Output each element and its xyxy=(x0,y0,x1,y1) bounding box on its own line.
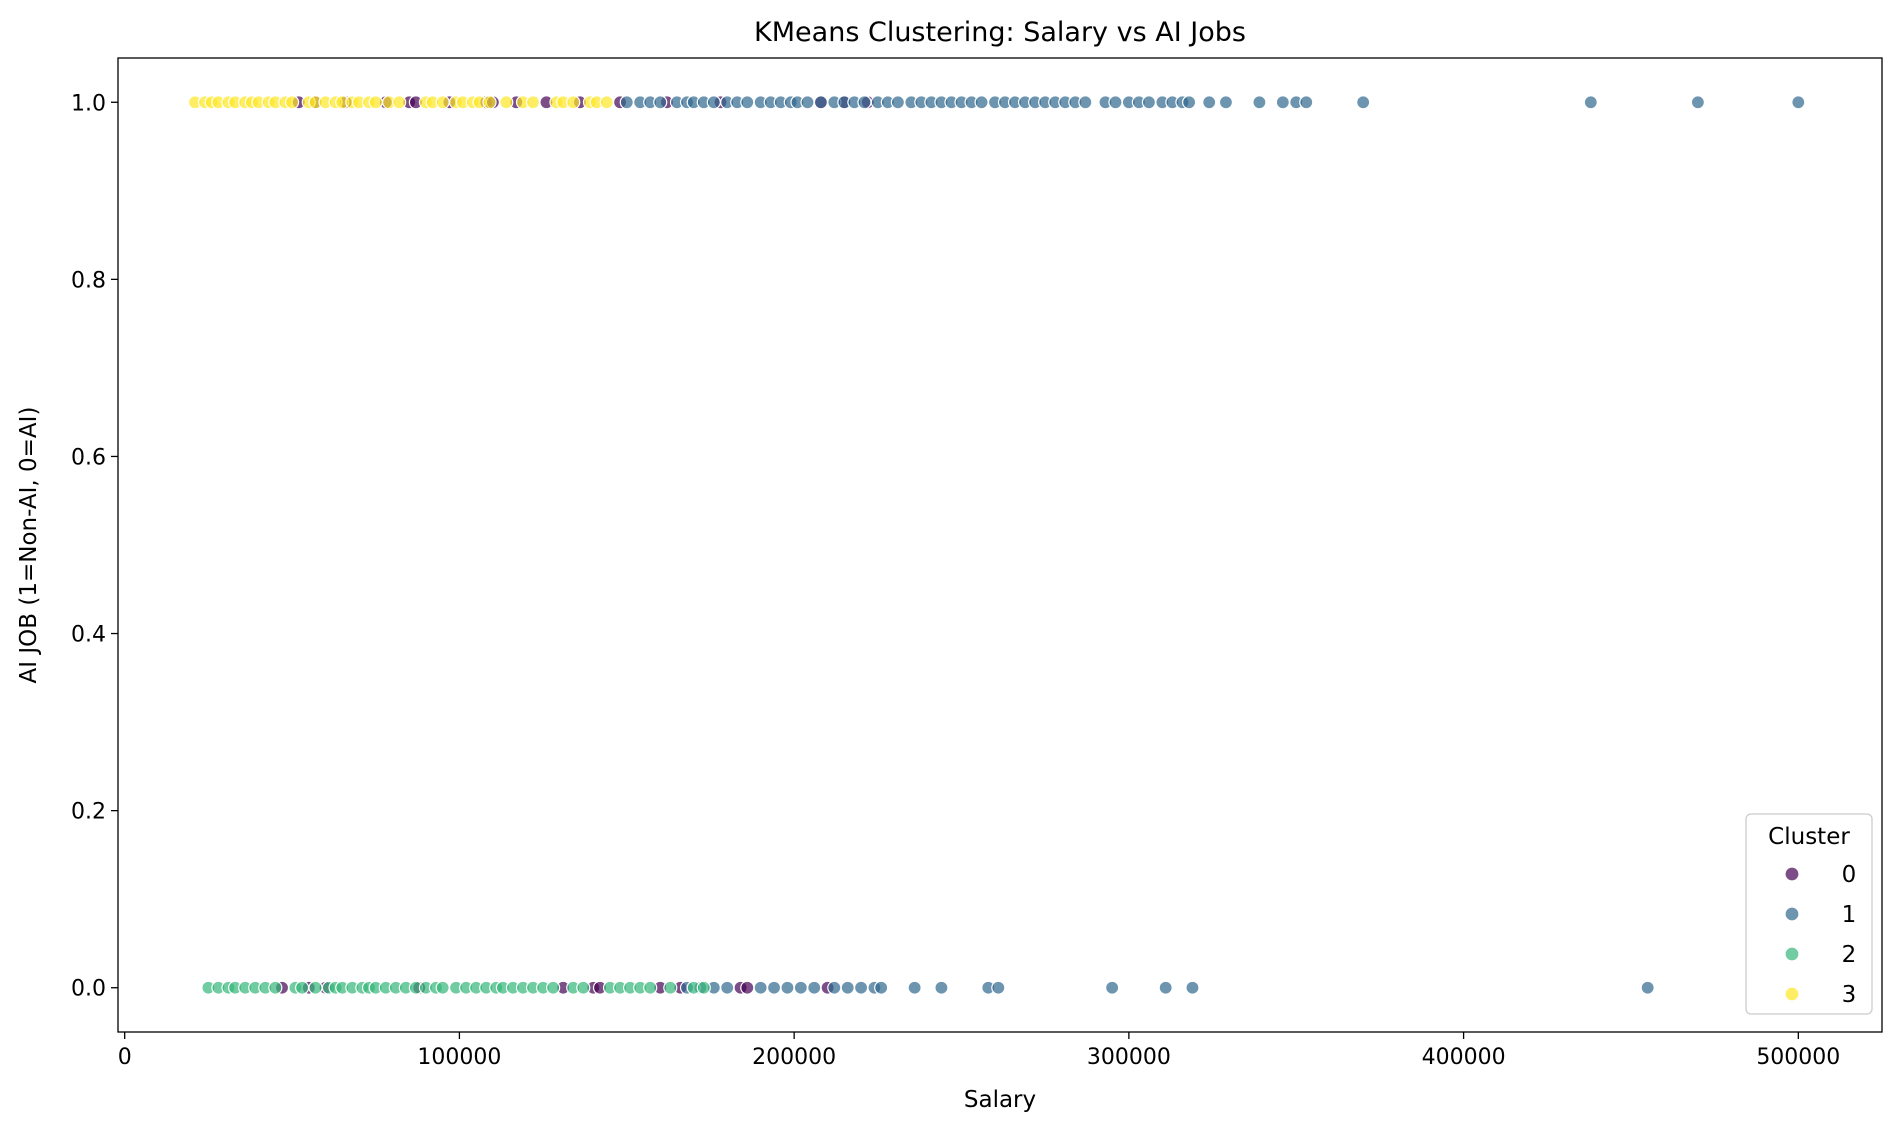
scatter-point-cluster-2 xyxy=(576,980,591,995)
x-tick-label: 300000 xyxy=(1087,1045,1171,1070)
legend-title: Cluster xyxy=(1768,824,1850,850)
scatter-point-cluster-1 xyxy=(934,980,949,995)
axes-frame xyxy=(117,57,1883,1033)
scatter-point-cluster-1 xyxy=(840,980,855,995)
scatter-point-cluster-1 xyxy=(1583,95,1598,110)
scatter-point-cluster-1 xyxy=(874,980,889,995)
x-tick-label: 0 xyxy=(118,1045,132,1070)
scatter-point-cluster-1 xyxy=(740,95,755,110)
scatter-point-cluster-1 xyxy=(974,95,989,110)
y-tick-label: 0.4 xyxy=(71,623,106,648)
scatter-point-cluster-1 xyxy=(753,980,768,995)
scatter-point-cluster-1 xyxy=(1202,95,1217,110)
legend-frame xyxy=(1745,813,1873,1015)
legend: Cluster 0 1 2 3 xyxy=(1745,813,1873,1015)
scatter-point-cluster-1 xyxy=(1690,95,1706,110)
scatter-point-cluster-1 xyxy=(807,980,822,995)
legend-marker-cluster-2 xyxy=(1784,946,1800,962)
scatter-point-cluster-1 xyxy=(813,95,829,110)
scatter-point-cluster-1 xyxy=(619,95,634,110)
legend-label-cluster-2: 2 xyxy=(1842,942,1857,968)
legend-label-cluster-1: 1 xyxy=(1842,902,1857,928)
scatter-point-cluster-3 xyxy=(284,95,300,110)
scatter-point-cluster-1 xyxy=(1108,95,1123,110)
scatter-point-cluster-1 xyxy=(1640,980,1655,995)
y-tick-label: 0.2 xyxy=(71,800,106,825)
scatter-point-cluster-1 xyxy=(766,980,782,995)
scatter-point-cluster-1 xyxy=(1791,95,1806,110)
scatter-point-cluster-2 xyxy=(294,980,310,995)
x-axis-label: Salary xyxy=(964,1087,1036,1113)
scatter-point-cluster-1 xyxy=(1275,95,1290,110)
scatter-point-cluster-1 xyxy=(827,980,842,995)
x-tick-label: 200000 xyxy=(752,1045,836,1070)
y-tick-label: 0.8 xyxy=(71,268,106,293)
y-tick-label: 0.0 xyxy=(71,977,106,1002)
scatter-point-cluster-1 xyxy=(780,980,795,995)
chart-title: KMeans Clustering: Salary vs AI Jobs xyxy=(754,17,1246,48)
scatter-point-cluster-0 xyxy=(740,980,755,995)
legend-marker-cluster-1 xyxy=(1784,906,1800,922)
scatter-point-cluster-1 xyxy=(706,95,721,110)
scatter-point-cluster-1 xyxy=(1299,95,1314,110)
scatter-point-cluster-1 xyxy=(1185,980,1200,995)
scatter-point-cluster-3 xyxy=(435,95,450,110)
scatter-point-cluster-1 xyxy=(907,980,922,995)
scatter-point-cluster-1 xyxy=(800,95,815,110)
scatter-point-cluster-2 xyxy=(643,980,658,995)
scatter-point-cluster-3 xyxy=(499,95,514,110)
scatter-point-cluster-1 xyxy=(991,980,1006,995)
scatter-point-cluster-1 xyxy=(720,980,735,995)
scatter-point-cluster-1 xyxy=(857,95,872,110)
points-layer xyxy=(187,95,1806,995)
scatter-point-cluster-1 xyxy=(653,95,668,110)
scatter-point-cluster-1 xyxy=(853,980,869,995)
y-tick-label: 0.6 xyxy=(71,445,106,470)
legend-marker-cluster-0 xyxy=(1784,866,1800,882)
scatter-point-cluster-2 xyxy=(546,980,561,995)
y-axis-label: AI JOB (1=Non-AI, 0=AI) xyxy=(16,407,42,684)
x-tick-label: 400000 xyxy=(1422,1045,1506,1070)
scatter-point-cluster-1 xyxy=(1078,95,1093,110)
scatter-point-cluster-1 xyxy=(1158,980,1173,995)
scatter-point-cluster-3 xyxy=(525,95,541,110)
scatter-point-cluster-3 xyxy=(368,95,383,110)
legend-label-cluster-0: 0 xyxy=(1842,862,1857,888)
scatter-point-cluster-1 xyxy=(1105,980,1120,995)
scatter-point-cluster-2 xyxy=(435,980,450,995)
scatter-point-cluster-1 xyxy=(1182,95,1197,110)
y-tick-label: 1.0 xyxy=(71,91,106,116)
scatter-point-cluster-3 xyxy=(566,95,581,110)
scatter-point-cluster-3 xyxy=(392,95,407,110)
legend-label-cluster-3: 3 xyxy=(1842,982,1857,1008)
legend-marker-cluster-3 xyxy=(1784,986,1800,1002)
scatter-point-cluster-1 xyxy=(1252,95,1267,110)
scatter-point-cluster-1 xyxy=(1356,95,1371,110)
y-axis-ticks: 0.0 0.2 0.4 0.6 0.8 1.0 xyxy=(71,91,118,1002)
scatter-point-cluster-3 xyxy=(482,95,497,110)
x-axis-ticks: 0 100000 200000 300000 400000 500000 xyxy=(118,1032,1840,1070)
x-tick-label: 100000 xyxy=(417,1045,501,1070)
scatter-point-cluster-2 xyxy=(268,980,283,995)
scatter-point-cluster-3 xyxy=(599,95,614,110)
scatter-point-cluster-2 xyxy=(696,980,711,995)
x-tick-label: 500000 xyxy=(1756,1045,1840,1070)
scatter-point-cluster-2 xyxy=(663,980,678,995)
scatter-point-cluster-1 xyxy=(890,95,906,110)
scatter-point-cluster-2 xyxy=(308,980,323,995)
scatter-point-cluster-1 xyxy=(1218,95,1234,110)
scatter-point-cluster-1 xyxy=(1141,95,1157,110)
legend-items: 0 1 2 3 xyxy=(1784,862,1857,1008)
scatter-point-cluster-1 xyxy=(793,980,808,995)
